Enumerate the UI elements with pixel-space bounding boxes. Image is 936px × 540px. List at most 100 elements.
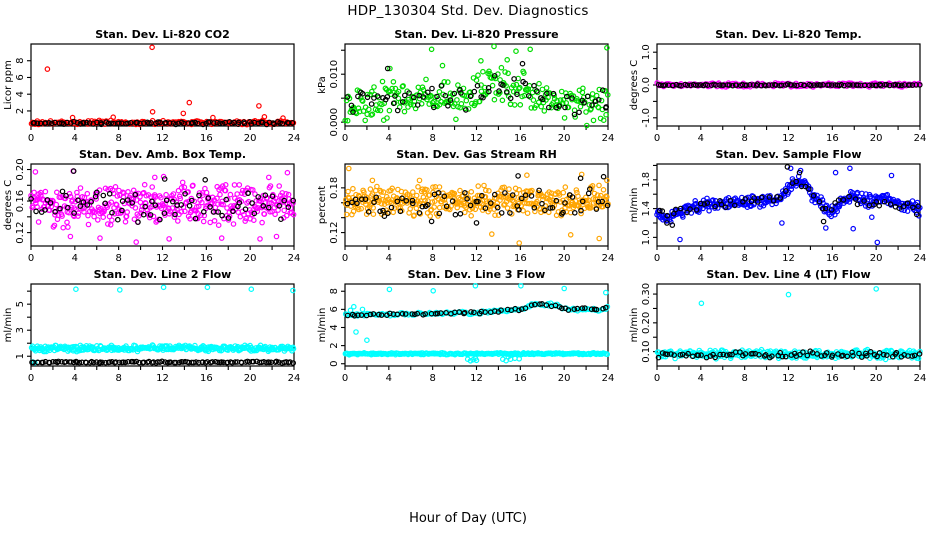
outlier-point: [577, 175, 584, 182]
data-point: [898, 82, 905, 89]
data-point: [401, 92, 408, 99]
data-point: [544, 90, 550, 97]
data-point: [533, 88, 540, 94]
x-tick-label: 20: [558, 253, 571, 264]
data-point: [443, 203, 450, 210]
data-point: [248, 121, 255, 127]
outlier-point: [67, 233, 74, 240]
data-point: [219, 183, 226, 189]
data-point: [845, 82, 851, 88]
data-point: [706, 208, 712, 214]
outlier-point: [428, 218, 435, 225]
x-tick-label: 8: [741, 373, 747, 384]
data-point: [482, 309, 488, 315]
x-tick-label: 16: [200, 133, 213, 144]
data-point: [562, 200, 568, 206]
x-tick-label: 0: [342, 373, 348, 384]
outlier-point: [596, 235, 603, 242]
data-point: [116, 120, 122, 126]
data-point: [800, 349, 806, 355]
data-point: [492, 212, 498, 219]
data-point: [374, 183, 380, 190]
data-point: [562, 184, 569, 190]
data-point: [178, 185, 185, 191]
data-point: [471, 88, 478, 95]
data-point: [491, 308, 498, 314]
data-point: [370, 311, 377, 317]
data-point: [344, 94, 351, 100]
data-point: [413, 205, 420, 212]
data-point: [80, 199, 87, 205]
data-point: [106, 213, 113, 220]
data-point: [447, 97, 454, 103]
x-tick-label: 24: [914, 253, 927, 264]
x-tick-label: 16: [514, 253, 527, 264]
data-point: [392, 93, 398, 99]
data-point: [427, 213, 434, 219]
data-point: [424, 202, 431, 208]
y-axis-label: ml/min: [629, 308, 640, 343]
data-point: [823, 350, 830, 356]
data-point: [528, 105, 535, 111]
outlier-point: [381, 213, 388, 220]
data-point: [684, 209, 690, 216]
data-point: [562, 104, 568, 111]
panel-title: Stan. Dev. Amb. Box Temp.: [79, 148, 246, 161]
data-point: [461, 92, 468, 99]
outlier-point: [516, 240, 523, 246]
outlier-point: [256, 103, 262, 109]
data-point: [127, 120, 134, 126]
data-point: [354, 200, 360, 207]
data-point: [149, 198, 155, 205]
panel-line2-flow: Stan. Dev. Line 2 Flow ml/min 1 3 5 0 4 8 12 16 20…: [3, 268, 300, 384]
data-point: [528, 302, 535, 309]
data-point: [431, 204, 438, 210]
data-point: [525, 93, 532, 99]
data-point: [743, 82, 750, 89]
data-point: [502, 69, 508, 75]
data-point: [168, 196, 175, 202]
data-point: [365, 106, 372, 113]
outlier-point: [245, 190, 251, 197]
data-point: [281, 207, 288, 214]
data-point: [374, 107, 381, 114]
outlier-point: [117, 287, 123, 293]
data-point: [451, 190, 458, 197]
data-point: [571, 111, 578, 118]
data-point: [876, 202, 883, 209]
data-point: [370, 205, 377, 211]
x-tick-label: 20: [244, 373, 257, 384]
outlier-point: [218, 235, 225, 241]
outlier-point: [822, 225, 829, 231]
data-point: [44, 197, 51, 203]
data-point: [113, 202, 120, 208]
data-point: [911, 352, 918, 359]
data-point: [604, 202, 611, 209]
data-point: [503, 83, 509, 89]
data-point: [74, 359, 80, 366]
data-point: [394, 198, 401, 205]
data-point: [215, 359, 221, 366]
outlier-point: [387, 65, 393, 72]
data-point: [350, 109, 356, 115]
data-point: [798, 81, 804, 88]
data-point: [52, 208, 58, 215]
data-point: [917, 348, 923, 355]
x-tick-label: 4: [698, 253, 704, 264]
data-point: [436, 210, 443, 217]
data-point: [712, 354, 718, 361]
data-point: [593, 206, 600, 212]
data-point: [504, 205, 511, 211]
outlier-point: [384, 65, 391, 72]
x-tick-label: 20: [244, 133, 257, 144]
x-tick-label: 20: [558, 373, 571, 384]
data-point: [659, 208, 666, 214]
outlier-point: [516, 355, 523, 362]
data-point: [531, 301, 538, 308]
outlier-point: [369, 177, 376, 184]
data-point: [904, 200, 911, 207]
outlier-point: [110, 114, 117, 121]
data-point: [698, 352, 704, 358]
x-tick-label: 16: [514, 133, 527, 144]
